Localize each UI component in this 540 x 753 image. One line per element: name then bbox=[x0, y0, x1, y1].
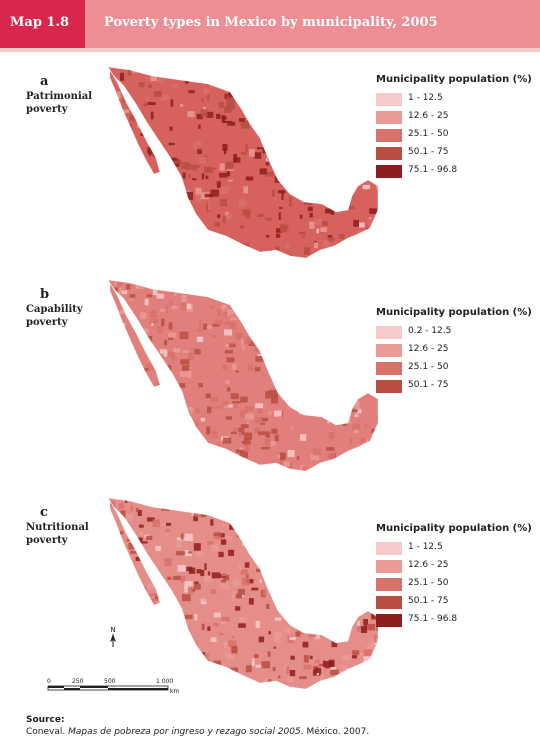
source-prefix: Coneval. bbox=[26, 727, 69, 737]
panel-poverty-type: Patrimonial poverty bbox=[26, 91, 93, 115]
legend-swatch bbox=[376, 344, 402, 357]
legend: Municipality population (%) 1 - 12.5 12.… bbox=[376, 523, 532, 630]
map-number-banner: Map 1.8 bbox=[0, 0, 85, 48]
legend-item: 0.2 - 12.5 bbox=[376, 324, 526, 342]
map-panel-c: c Nutritional poverty Municipality popul… bbox=[0, 497, 540, 725]
panel-letter: c bbox=[40, 505, 48, 520]
legend-swatch bbox=[376, 614, 402, 627]
map-number-label: Map 1.8 bbox=[10, 15, 70, 30]
legend-label: 50.1 - 75 bbox=[408, 380, 449, 390]
legend-item: 12.6 - 25 bbox=[376, 558, 526, 576]
mexico-map bbox=[107, 279, 379, 472]
scale-tick: 250 bbox=[72, 678, 84, 685]
legend-item: 25.1 - 50 bbox=[376, 127, 526, 145]
legend-label: 1 - 12.5 bbox=[408, 542, 443, 552]
legend-item: 1 - 12.5 bbox=[376, 540, 526, 558]
legend-label: 25.1 - 50 bbox=[408, 362, 449, 372]
legend: Municipality population (%) 0.2 - 12.5 1… bbox=[376, 307, 532, 396]
panel-letter: a bbox=[40, 74, 49, 89]
legend-swatch bbox=[376, 596, 402, 609]
map-panel-b: b Capability poverty Municipality popula… bbox=[0, 279, 540, 507]
legend-swatch bbox=[376, 93, 402, 106]
legend-swatch bbox=[376, 542, 402, 555]
legend-title: Municipality population (%) bbox=[376, 523, 532, 534]
legend: Municipality population (%) 1 - 12.5 12.… bbox=[376, 74, 532, 181]
legend-item: 1 - 12.5 bbox=[376, 91, 526, 109]
legend-label: 0.2 - 12.5 bbox=[408, 326, 452, 336]
legend-item: 75.1 - 96.8 bbox=[376, 163, 526, 181]
scale-tick: 500 bbox=[104, 678, 116, 685]
north-arrow-icon: N bbox=[110, 626, 116, 647]
mexico-map bbox=[107, 66, 379, 259]
legend-title: Municipality population (%) bbox=[376, 74, 532, 85]
panel-poverty-type: Capability poverty bbox=[26, 304, 83, 328]
legend-item: 75.1 - 96.8 bbox=[376, 612, 526, 630]
legend-swatch bbox=[376, 111, 402, 124]
source-title: Source: bbox=[26, 715, 65, 725]
header-strip bbox=[0, 48, 540, 52]
source-work-title: Mapas de pobreza por ingreso y rezago so… bbox=[68, 727, 301, 737]
scale-tick: 0 bbox=[47, 678, 51, 685]
legend-swatch bbox=[376, 147, 402, 160]
map-panel-a: a Patrimonial poverty Municipality popul… bbox=[0, 66, 540, 294]
scale-bar bbox=[47, 685, 169, 691]
panel-poverty-type: Nutritional poverty bbox=[26, 522, 89, 546]
source-suffix: . México. 2007. bbox=[300, 727, 370, 737]
north-label: N bbox=[110, 626, 115, 634]
legend-label: 25.1 - 50 bbox=[408, 129, 449, 139]
legend-label: 50.1 - 75 bbox=[408, 596, 449, 606]
map-title: Poverty types in Mexico by municipality,… bbox=[104, 15, 438, 30]
legend-swatch bbox=[376, 380, 402, 393]
panel-letter: b bbox=[40, 287, 50, 302]
legend-title: Municipality population (%) bbox=[376, 307, 532, 318]
legend-item: 50.1 - 75 bbox=[376, 594, 526, 612]
legend-label: 12.6 - 25 bbox=[408, 344, 449, 354]
scale-unit: km bbox=[170, 688, 180, 695]
scale-tick: 1 000 bbox=[156, 678, 174, 685]
mexico-map bbox=[107, 497, 379, 690]
legend-item: 50.1 - 75 bbox=[376, 145, 526, 163]
legend-item: 50.1 - 75 bbox=[376, 378, 526, 396]
legend-label: 12.6 - 25 bbox=[408, 111, 449, 121]
baja-peninsula-shape bbox=[110, 283, 160, 387]
mainland-shape bbox=[108, 280, 378, 471]
legend-item: 25.1 - 50 bbox=[376, 576, 526, 594]
source-citation: Coneval. Mapas de pobreza por ingreso y … bbox=[26, 727, 369, 737]
legend-swatch bbox=[376, 165, 402, 178]
legend-item: 12.6 - 25 bbox=[376, 109, 526, 127]
legend-label: 50.1 - 75 bbox=[408, 147, 449, 157]
legend-label: 1 - 12.5 bbox=[408, 93, 443, 103]
legend-swatch bbox=[376, 578, 402, 591]
legend-label: 25.1 - 50 bbox=[408, 578, 449, 588]
legend-swatch bbox=[376, 326, 402, 339]
legend-label: 75.1 - 96.8 bbox=[408, 614, 458, 624]
legend-swatch bbox=[376, 362, 402, 375]
legend-label: 75.1 - 96.8 bbox=[408, 165, 458, 175]
legend-item: 12.6 - 25 bbox=[376, 342, 526, 360]
legend-item: 25.1 - 50 bbox=[376, 360, 526, 378]
legend-swatch bbox=[376, 560, 402, 573]
legend-label: 12.6 - 25 bbox=[408, 560, 449, 570]
title-banner: Poverty types in Mexico by municipality,… bbox=[85, 0, 540, 48]
legend-swatch bbox=[376, 129, 402, 142]
